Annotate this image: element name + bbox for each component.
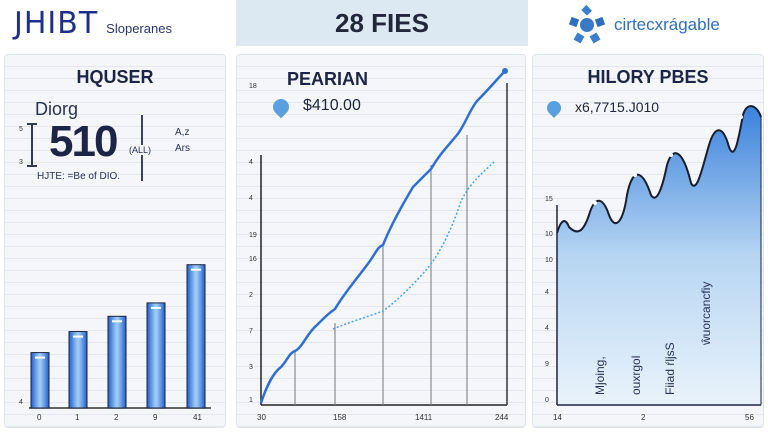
gauge-cap (27, 123, 37, 125)
panel-hquser: HQUSER Diorg 5 3 510 (ALL) A,z Ars HJTE:… (4, 54, 226, 428)
tick-label: 1 (249, 397, 253, 404)
tick-label: 9 (545, 361, 549, 368)
bar[interactable] (30, 352, 50, 409)
annotation-label: ouxrgol (629, 355, 643, 395)
tick-label: 15 (545, 196, 553, 203)
tick-label: 19 (249, 232, 257, 239)
annotation-label: ŵuorcancfiy (699, 281, 713, 345)
tick-label: 2 (249, 292, 253, 299)
divider (141, 115, 143, 145)
side-label: Ars (175, 143, 190, 154)
brand[interactable]: JHIBT Sloperanes (14, 6, 172, 41)
tick-label: 0 (545, 397, 549, 404)
tick-label: 2 (114, 413, 119, 422)
tick-label: 14 (553, 413, 562, 422)
big-value: 510 (49, 117, 118, 166)
tick-label: 1411 (415, 413, 433, 422)
bar[interactable] (68, 331, 88, 409)
bar[interactable] (146, 302, 166, 409)
bar[interactable] (186, 264, 206, 409)
tick-label: 3 (249, 364, 253, 371)
area-chart (556, 105, 762, 406)
tick-label: 158 (333, 413, 347, 422)
annotation-label: Fiiad ŕljsS (663, 342, 677, 395)
partner-logo-text: cirtecxrágable (614, 15, 720, 34)
tick-label: 0 (37, 413, 42, 422)
gauge-cap (27, 165, 37, 167)
panel-title: HILORY PBES (587, 67, 709, 87)
metric-value[interactable]: $410.00 (303, 97, 361, 114)
line-chart (259, 68, 508, 406)
tick-label: 41 (193, 413, 202, 422)
tick-label: 4 (545, 289, 549, 296)
tick-label: 2 (641, 413, 646, 422)
tick-label: 4 (249, 159, 253, 166)
bar[interactable] (107, 315, 127, 409)
metric-label: Diorg (35, 99, 79, 119)
tick-label: 244 (495, 413, 509, 422)
panel-hilory: HILORY PBES x6,7715.J010 15 10 10 4 4 9 0 14 2 5… (532, 54, 764, 428)
gauge-tick: 5 (19, 126, 23, 133)
page-title-box: 28 FIES (236, 0, 528, 46)
tick-label: 16 (249, 256, 257, 263)
divider (141, 155, 143, 181)
tick-label: 7 (249, 328, 253, 335)
panel-title: PEARIAN (287, 69, 369, 89)
page-title: 28 FIES (335, 7, 429, 38)
header-bar: JHIBT Sloperanes 28 FIES cirtecxrágable (0, 0, 768, 50)
panel-pearian: PEARIAN $410.00 18 4 4 19 16 2 7 3 1 30 158 1411 24… (236, 54, 526, 428)
bar-chart (29, 264, 211, 409)
tick-label: 56 (745, 413, 754, 422)
partner-logo[interactable]: cirtecxrágable (566, 4, 720, 46)
panel-title: HQUSER (76, 67, 154, 87)
unit-label: (ALL) (129, 145, 152, 155)
gauge-bar (31, 123, 33, 167)
tick-label: 4 (545, 325, 549, 332)
side-label: A,z (175, 127, 190, 138)
grid-lines (237, 55, 525, 427)
tick-label: 1 (75, 413, 80, 422)
tick-label: 10 (545, 257, 553, 264)
tick-label: 9 (153, 413, 158, 422)
star-cluster-icon (566, 4, 608, 46)
tick-label: 10 (545, 231, 553, 238)
y-tick: 4 (19, 399, 23, 406)
tick-label: 18 (249, 83, 257, 90)
tick-label: 4 (249, 195, 253, 202)
gauge-tick: 3 (19, 159, 23, 166)
tick-label: 30 (257, 413, 266, 422)
note-text: HJTE: =Be of DIO. (37, 171, 121, 182)
brand-subtitle: Sloperanes (106, 21, 172, 36)
annotation-label: Mjoing, (593, 356, 607, 395)
metric-value[interactable]: x6,7715.J010 (575, 99, 660, 115)
brand-logo: JHIBT (14, 6, 99, 41)
